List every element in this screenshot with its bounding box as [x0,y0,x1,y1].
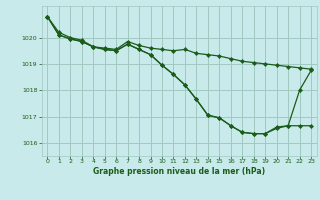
X-axis label: Graphe pression niveau de la mer (hPa): Graphe pression niveau de la mer (hPa) [93,167,265,176]
